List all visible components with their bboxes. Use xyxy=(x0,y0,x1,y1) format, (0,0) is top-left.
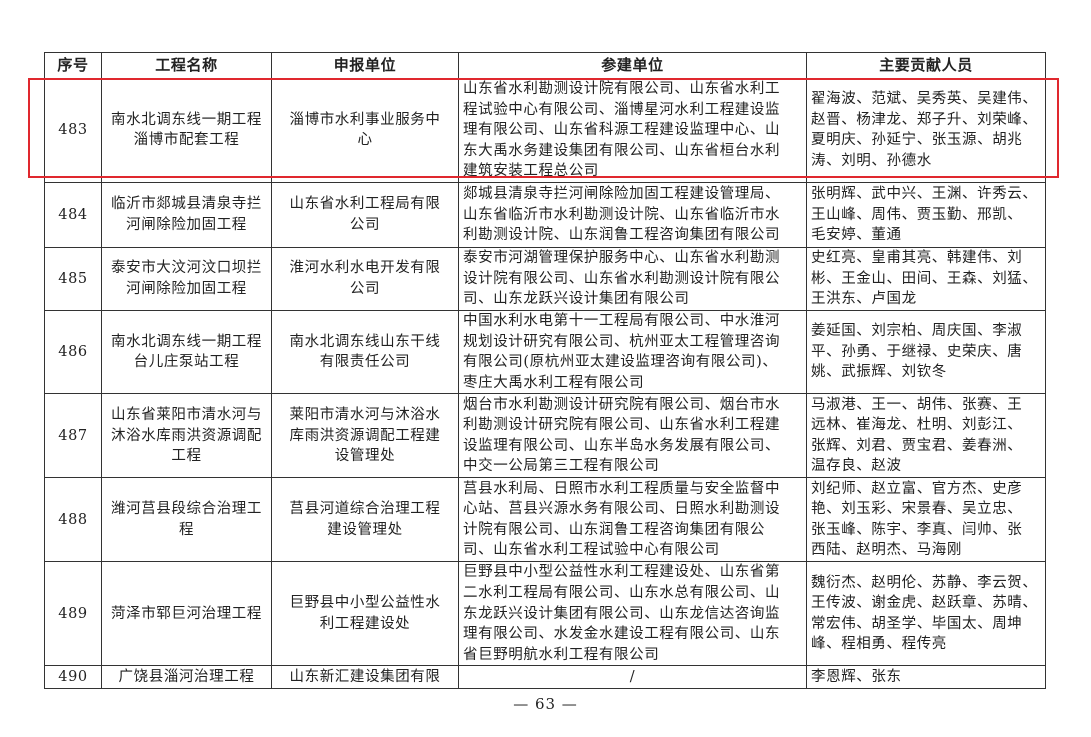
applicant-unit: 莱阳市清水河与沐浴水 库雨洪资源调配工程建 设管理处 xyxy=(271,393,459,479)
project-name: 南水北调东线一期工程 台儿庄泵站工程 xyxy=(101,309,272,395)
project-name: 临沂市郯城县清泉寺拦 河闸除险加固工程 xyxy=(101,181,272,248)
contributors: 史红亮、皇甫其亮、韩建伟、刘 彬、王金山、田间、王森、刘猛、 王洪东、卢国龙 xyxy=(806,246,1046,311)
participant-units: 泰安市河湖管理保护服务中心、山东省水利勘测 设计院有限公司、山东省水利勘测设计院… xyxy=(458,246,807,311)
header-applicant: 申报单位 xyxy=(271,52,459,79)
contributors: 李恩辉、张东 xyxy=(806,665,1046,690)
projects-table: 序号 工程名称 申报单位 参建单位 主要贡献人员 483 南水北调东线一期工程 淄… xyxy=(44,52,1046,690)
contributors: 魏衍杰、赵明伦、苏静、李云贺、 王传波、谢金虎、赵跃章、苏晴、 常宏伟、胡圣学、… xyxy=(806,561,1046,667)
table-row: 484 临沂市郯城县清泉寺拦 河闸除险加固工程 山东省水利工程局有限 公司 郯城县清泉… xyxy=(44,181,1046,248)
project-name: 泰安市大汶河汶口坝拦 河闸除险加固工程 xyxy=(101,246,272,311)
header-project: 工程名称 xyxy=(101,52,272,79)
table-row: 483 南水北调东线一期工程 淄博市配套工程 淄博市水利事业服务中 心山东省水利勘测… xyxy=(44,78,1046,183)
contributors: 刘纪师、赵立富、官方杰、史彦 艳、刘玉彩、宋景春、吴立忠、 张玉峰、陈宇、李真、… xyxy=(806,477,1046,563)
applicant-unit: 淄博市水利事业服务中 心 xyxy=(271,78,459,183)
table-row: 489 菏泽市郓巨河治理工程 巨野县中小型公益性水 利工程建设处 巨野县中小型公益性水… xyxy=(44,561,1046,667)
table-row: 485 泰安市大汶河汶口坝拦 河闸除险加固工程 淮河水利水电开发有限 公司 泰安市河湖… xyxy=(44,246,1046,311)
header-contributors: 主要贡献人员 xyxy=(806,52,1046,79)
applicant-unit: 巨野县中小型公益性水 利工程建设处 xyxy=(271,561,459,667)
table-row: 487 山东省莱阳市清水河与 沐浴水库雨洪资源调配 工程 莱阳市清水河与沐浴水 库雨… xyxy=(44,393,1046,479)
row-number: 490 xyxy=(44,665,102,690)
header-participants: 参建单位 xyxy=(458,52,807,79)
row-number: 488 xyxy=(44,477,102,563)
contributors: 姜延国、刘宗柏、周庆国、李淑 平、孙勇、于继禄、史荣庆、唐 姚、武振辉、刘钦冬 xyxy=(806,309,1046,395)
page-number: — 63 — xyxy=(513,695,578,713)
participant-units: 中国水利水电第十一工程局有限公司、中水淮河 规划设计研究有限公司、杭州亚太工程管… xyxy=(458,309,807,395)
participant-units: 烟台市水利勘测设计研究院有限公司、烟台市水 利勘测设计研究院有限公司、山东省水利… xyxy=(458,393,807,479)
contributors: 张明辉、武中兴、王渊、许秀云、 王山峰、周伟、贾玉勤、邢凯、 毛安婷、董通 xyxy=(806,181,1046,248)
participant-units: 巨野县中小型公益性水利工程建设处、山东省第 二水利工程局有限公司、山东水总有限公… xyxy=(458,561,807,667)
table-row: 488 潍河莒县段综合治理工 程莒县河道综合治理工程 建设管理处 莒县水利局、日照市… xyxy=(44,477,1046,563)
table-header-row: 序号 工程名称 申报单位 参建单位 主要贡献人员 xyxy=(44,52,1046,79)
participant-units: 郯城县清泉寺拦河闸除险加固工程建设管理局、 山东省临沂市水利勘测设计院、山东省临… xyxy=(458,181,807,248)
participant-units: / xyxy=(458,665,807,690)
project-name: 广饶县淄河治理工程 xyxy=(101,665,272,690)
contributors: 马淑港、王一、胡伟、张赛、王 远林、崔海龙、杜明、刘彭江、 张辉、刘君、贾宝君、… xyxy=(806,393,1046,479)
row-number: 485 xyxy=(44,246,102,311)
header-no: 序号 xyxy=(44,52,102,79)
row-number: 483 xyxy=(44,78,102,183)
applicant-unit: 山东省水利工程局有限 公司 xyxy=(271,181,459,248)
participant-units: 山东省水利勘测设计院有限公司、山东省水利工 程试验中心有限公司、淄博星河水利工程… xyxy=(458,78,807,183)
table-row: 490 广饶县淄河治理工程 山东新汇建设集团有限 / 李恩辉、张东 xyxy=(44,665,1046,690)
applicant-unit: 南水北调东线山东干线 有限责任公司 xyxy=(271,309,459,395)
row-number: 486 xyxy=(44,309,102,395)
row-number: 487 xyxy=(44,393,102,479)
participant-units: 莒县水利局、日照市水利工程质量与安全监督中 心站、莒县兴源水务有限公司、日照水利… xyxy=(458,477,807,563)
applicant-unit: 山东新汇建设集团有限 xyxy=(271,665,459,690)
project-name: 菏泽市郓巨河治理工程 xyxy=(101,561,272,667)
project-name: 南水北调东线一期工程 淄博市配套工程 xyxy=(101,78,272,183)
applicant-unit: 莒县河道综合治理工程 建设管理处 xyxy=(271,477,459,563)
project-name: 山东省莱阳市清水河与 沐浴水库雨洪资源调配 工程 xyxy=(101,393,272,479)
contributors: 翟海波、范斌、吴秀英、吴建伟、 赵晋、杨津龙、郑子升、刘荣峰、 夏明庆、孙延宁、… xyxy=(806,78,1046,183)
project-name: 潍河莒县段综合治理工 程 xyxy=(101,477,272,563)
row-number: 489 xyxy=(44,561,102,667)
row-number: 484 xyxy=(44,181,102,248)
table-row: 486 南水北调东线一期工程 台儿庄泵站工程 南水北调东线山东干线 有限责任公司 中国… xyxy=(44,309,1046,395)
applicant-unit: 淮河水利水电开发有限 公司 xyxy=(271,246,459,311)
